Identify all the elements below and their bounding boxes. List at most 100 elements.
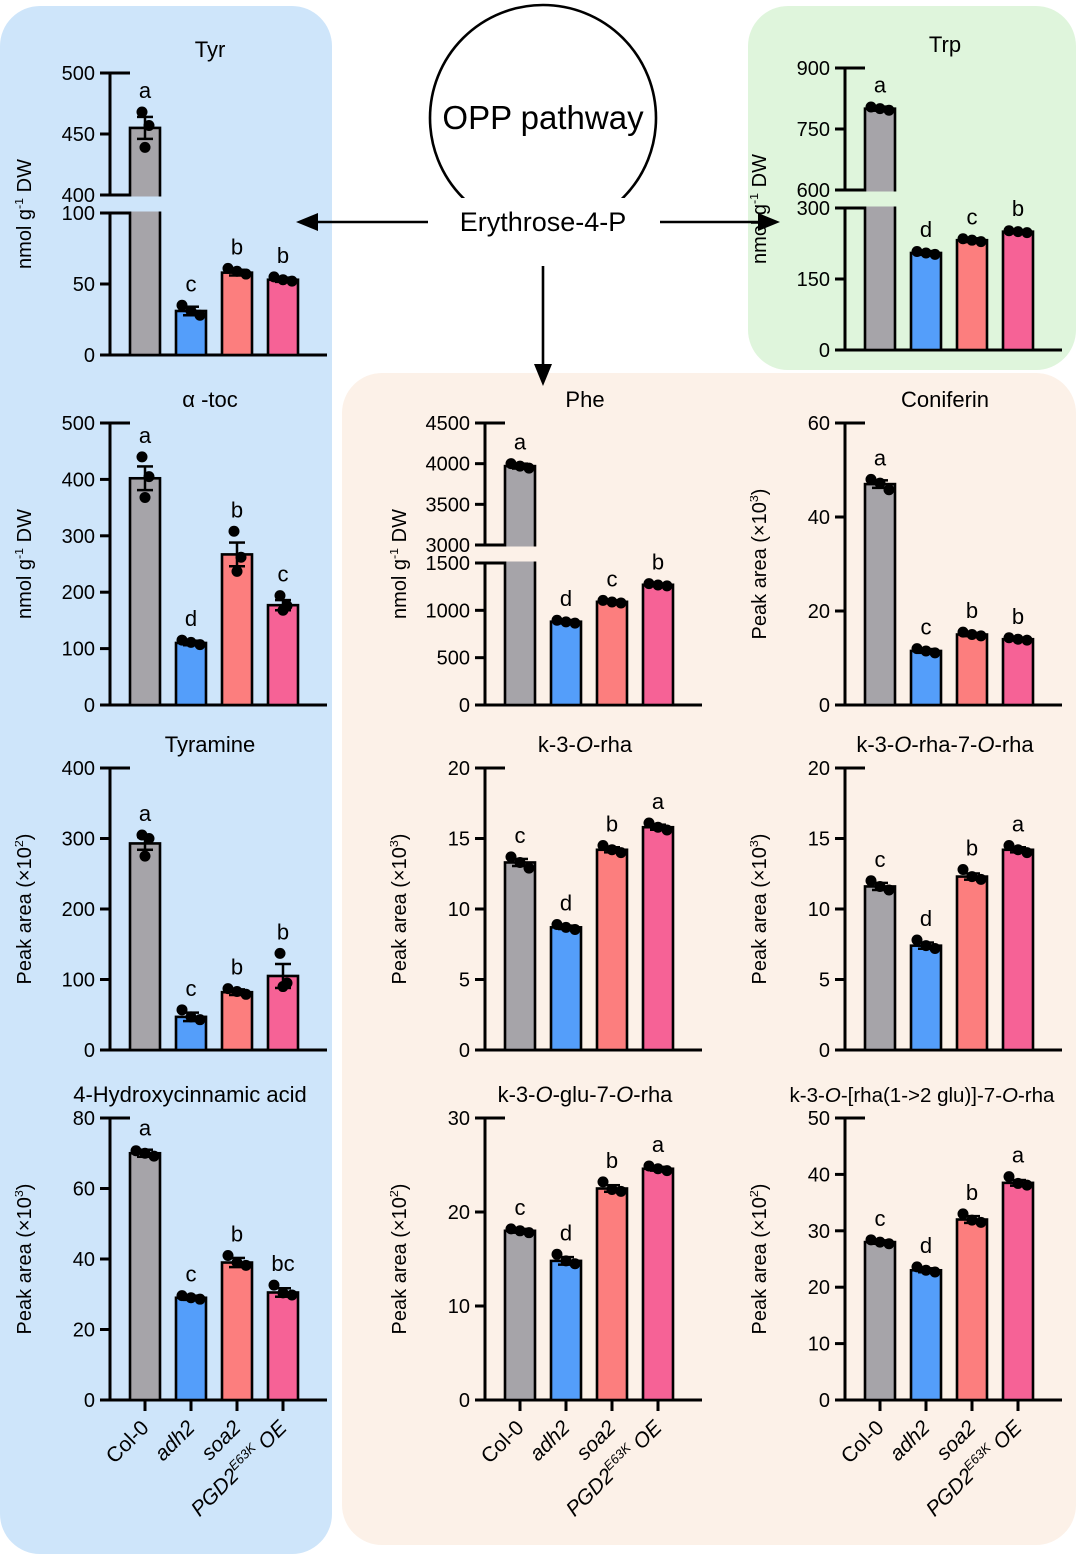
y-tick-label: 20 — [73, 1320, 95, 1342]
y-tick-label: 10 — [448, 899, 470, 921]
erythrose-4-p-label: Erythrose-4-P — [460, 207, 627, 237]
sig-letter: bc — [271, 1251, 294, 1276]
data-point — [966, 629, 978, 640]
sig-letter: a — [874, 445, 887, 470]
y-tick-label: 60 — [808, 413, 830, 435]
y-tick-label: 0 — [459, 695, 470, 717]
data-point — [1003, 1171, 1015, 1183]
data-point — [966, 871, 978, 883]
chart-title: Tyramine — [165, 732, 255, 757]
y-tick-label: 3500 — [426, 494, 471, 516]
y-tick-label: 100 — [62, 203, 95, 225]
chart-alpha-toc: α -toc nmol g-1 DW 0 100 200 300 400 500 a d b c — [15, 385, 345, 730]
data-point — [277, 604, 289, 616]
bar-pgd2e63k-oe — [1001, 230, 1035, 352]
y-axis: 0 5 10 15 20 — [448, 758, 505, 1062]
chart-title: k-3-O-[rha(1->2 glu)]-7-O-rha — [790, 1084, 1055, 1107]
y-axis-label: Peak area (×103) — [750, 489, 771, 640]
data-point — [194, 639, 206, 651]
y-tick-label: 4500 — [426, 413, 471, 435]
data-point — [615, 1185, 627, 1197]
data-point — [652, 821, 664, 833]
y-tick-label: 0 — [819, 1390, 830, 1412]
bar-group-soa2: b — [955, 836, 989, 1052]
bar-pgd2e63k-oe — [641, 1167, 675, 1402]
bar-group-soa2: b — [595, 812, 629, 1052]
data-point — [277, 1287, 289, 1299]
bar-group-pgd2e63k-oe: b — [1001, 604, 1035, 707]
data-point — [523, 462, 535, 474]
bar-soa2 — [595, 848, 629, 1052]
bar-group-adh2: d — [174, 606, 208, 707]
bar-group-col0: c — [863, 847, 897, 1052]
data-point — [514, 1225, 526, 1237]
chart-title: k-3-O-rha-7-O-rha — [856, 732, 1034, 757]
data-point — [920, 645, 932, 657]
data-point — [139, 491, 151, 503]
y-tick-label: 300 — [62, 526, 95, 548]
y-tick-label: 0 — [84, 695, 95, 717]
data-point — [277, 274, 289, 286]
y-tick-label: 500 — [62, 413, 95, 435]
data-point — [514, 856, 526, 868]
y-tick-label: 15 — [448, 829, 470, 851]
data-point — [228, 525, 240, 537]
data-point — [286, 1289, 298, 1301]
arrow-right-icon — [660, 213, 780, 231]
bar-group-soa2: b — [220, 955, 254, 1052]
y-axis-label: Peak area (×102) — [390, 1184, 411, 1335]
bar-group-soa2: b — [220, 497, 254, 707]
sig-letter: b — [231, 1221, 243, 1246]
y-tick-label: 300 — [797, 198, 830, 220]
chart-title: k-3-O-rha — [538, 732, 633, 757]
data-point — [606, 1183, 618, 1195]
data-point — [1003, 840, 1015, 852]
bar-group-adh2: c — [174, 976, 208, 1052]
chart-tyramine: Tyramine Peak area (×102) 0 100 200 300 400 a c b… — [15, 730, 345, 1075]
chart-k-3-o-rha-7-o-rha: k-3-O-rha-7-O-rha Peak area (×103) 0 5 10 15 2… — [750, 730, 1076, 1075]
bar-col0 — [128, 1151, 162, 1402]
bar-pgd2e63k-oe — [1001, 848, 1035, 1052]
chart-svg-tyr: Tyr nmol g-1 DW 400 450 500 0 50 100 a c b b — [15, 37, 327, 367]
y-tick-label: 20 — [448, 1202, 470, 1224]
y-tick-label: 0 — [84, 1390, 95, 1412]
data-point — [523, 1227, 535, 1239]
bar-group-pgd2e63k-oe: b — [1001, 196, 1035, 352]
sig-letter: d — [560, 586, 572, 611]
data-point — [975, 873, 987, 885]
data-point — [865, 473, 877, 485]
sig-letter: b — [1012, 196, 1024, 221]
data-point — [148, 1150, 160, 1162]
data-point — [966, 1214, 978, 1226]
y-tick-label: 10 — [448, 1296, 470, 1318]
bar-group-adh2: d adh2 — [525, 1220, 583, 1466]
chart-title: Phe — [565, 387, 604, 412]
data-point — [560, 616, 572, 628]
y-tick-label: 20 — [808, 601, 830, 623]
sig-letter: a — [1012, 812, 1025, 837]
bar-soa2 — [955, 875, 989, 1052]
data-point — [920, 247, 932, 259]
sig-letter: a — [874, 73, 887, 98]
data-point — [652, 1163, 664, 1175]
data-point — [139, 1147, 151, 1159]
sig-letter: a — [139, 423, 152, 448]
data-point — [874, 477, 886, 489]
y-tick-label: 150 — [797, 269, 830, 291]
chart-4-hydroxycinnamic-acid: 4-Hydroxycinnamic acid Peak area (×103) 0 2… — [15, 1080, 345, 1550]
sig-letter: a — [1012, 1143, 1025, 1168]
y-tick-label: 900 — [797, 58, 830, 80]
bar-soa2 — [955, 238, 989, 352]
sig-letter: c — [921, 615, 932, 640]
bar-group-adh2: d — [549, 891, 583, 1052]
y-axis: 600 750 900 0 150 300 — [797, 58, 865, 362]
y-tick-label: 30 — [448, 1108, 470, 1130]
bar-col0 — [128, 126, 162, 357]
y-axis-label: Peak area (×103) — [750, 834, 771, 985]
y-tick-label: 500 — [62, 63, 95, 85]
data-point — [865, 101, 877, 113]
bar-soa2 — [595, 600, 629, 707]
bar-soa2 — [220, 553, 254, 707]
y-tick-label: 200 — [62, 582, 95, 604]
